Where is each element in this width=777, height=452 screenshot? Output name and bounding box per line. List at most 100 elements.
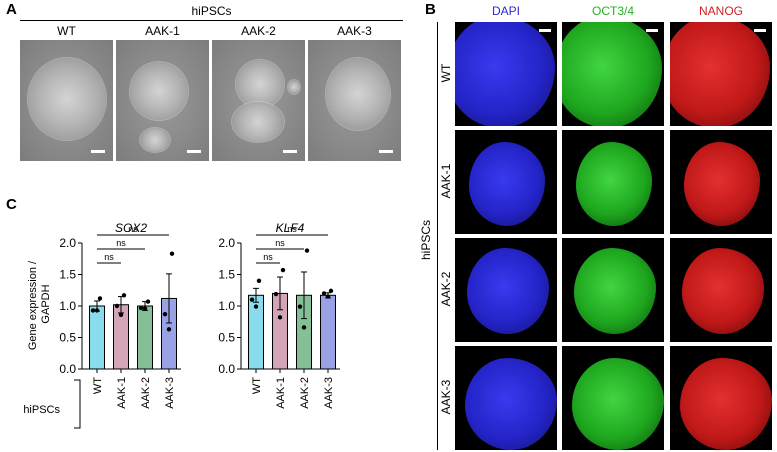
data-point: [114, 303, 120, 309]
if-image-wt-dapi: [455, 22, 557, 126]
data-point: [162, 311, 168, 317]
panel-b-group-label: hiPSCs: [419, 220, 433, 261]
if-image-aak3-oct34: [562, 346, 664, 450]
y-tick-label: 0.5: [59, 331, 76, 345]
x-tick-label: AAK-2: [299, 377, 311, 409]
data-point: [301, 325, 307, 330]
y-axis-label-line1: Gene expression /: [27, 260, 39, 350]
column-label-nanog: NANOG: [698, 4, 743, 18]
column-label-oct34: OCT3/4: [591, 4, 634, 18]
scale-bar: [539, 29, 551, 32]
data-point: [121, 293, 127, 298]
significance-label: ns: [275, 238, 285, 248]
significance-label: ns: [128, 224, 138, 234]
x-tick-label: AAK-2: [140, 377, 152, 409]
if-image-aak3-nanog: [670, 346, 772, 450]
data-point: [256, 278, 262, 283]
scale-bar: [91, 150, 105, 153]
scale-bar: [379, 150, 393, 153]
if-image-aak1-nanog: [670, 130, 772, 234]
data-point: [145, 299, 151, 304]
row-label-aak2: AAK-2: [439, 271, 453, 307]
y-tick-label: 2.0: [59, 236, 76, 250]
brightfield-image-wt: [20, 40, 113, 161]
data-point: [138, 305, 144, 311]
y-tick-label: 2.0: [218, 236, 235, 250]
x-group-bracket: [74, 379, 81, 429]
panel-a-header-line: [20, 20, 403, 21]
brightfield-image-aak1: [116, 40, 209, 161]
brightfield-image-aak3: [308, 40, 401, 161]
y-tick-label: 1.5: [218, 268, 235, 282]
brightfield-image-aak2: [212, 40, 305, 161]
y-tick-label: 1.0: [59, 299, 76, 313]
data-point: [273, 291, 279, 297]
chart-title: KLF4: [276, 221, 305, 235]
data-point: [166, 327, 172, 332]
panel-a-letter: A: [6, 1, 17, 18]
data-point: [325, 294, 331, 299]
x-tick-label: AAK-3: [164, 377, 176, 409]
y-tick-label: 0.0: [218, 362, 235, 376]
row-label-aak1: AAK-1: [439, 163, 453, 199]
x-tick-label: AAK-1: [116, 377, 128, 409]
column-label-dapi: DAPI: [491, 4, 520, 18]
data-point: [90, 308, 96, 313]
row-label-aak3: AAK-3: [439, 379, 453, 415]
if-image-aak2-nanog: [670, 238, 772, 342]
row-label-wt: WT: [439, 63, 453, 83]
data-point: [328, 288, 334, 294]
bar-wt: [89, 305, 105, 370]
scale-bar: [754, 29, 766, 32]
data-point: [280, 267, 286, 273]
y-tick-label: 1.5: [59, 268, 76, 282]
data-point: [97, 296, 103, 301]
y-tick-label: 1.0: [218, 299, 235, 313]
panel-b-group-line: [437, 22, 438, 450]
x-tick-label: WT: [251, 377, 263, 394]
if-image-aak2-oct34: [562, 238, 664, 342]
panel-b-letter: B: [425, 1, 436, 18]
data-point: [142, 306, 148, 311]
x-tick-label: AAK-1: [275, 377, 287, 409]
if-image-aak1-oct34: [562, 130, 664, 234]
panel-a-header: hiPSCs: [191, 4, 232, 18]
data-point: [253, 304, 259, 309]
significance-label: ns: [287, 224, 297, 234]
y-axis-label-line2: GAPDH: [40, 284, 52, 323]
data-point: [249, 297, 255, 302]
bar-aak-2: [137, 305, 153, 370]
x-group-label: hiPSCs: [23, 404, 60, 416]
if-image-aak2-dapi: [455, 238, 557, 342]
scale-bar: [187, 150, 201, 153]
scale-bar: [283, 150, 297, 153]
bf-label-aak2: AAK-2: [241, 24, 276, 38]
if-image-aak3-dapi: [455, 346, 557, 450]
data-point: [277, 315, 283, 320]
x-tick-label: AAK-3: [323, 377, 335, 409]
significance-label: ns: [263, 252, 273, 262]
y-tick-label: 0.0: [59, 362, 76, 376]
data-point: [304, 248, 310, 253]
bf-label-aak1: AAK-1: [145, 24, 180, 38]
significance-label: ns: [116, 238, 126, 248]
data-point: [169, 251, 175, 256]
bf-label-wt: WT: [57, 24, 76, 38]
if-image-wt-oct34: [562, 22, 664, 126]
if-image-aak1-dapi: [455, 130, 557, 234]
chart-title: SOX2: [115, 221, 147, 235]
bf-label-aak3: AAK-3: [337, 24, 372, 38]
panel-c-letter: C: [6, 196, 17, 213]
significance-label: ns: [104, 252, 114, 262]
data-point: [297, 304, 303, 309]
data-point: [321, 291, 327, 296]
data-point: [118, 312, 124, 318]
scale-bar: [646, 29, 658, 32]
x-tick-label: WT: [92, 377, 104, 394]
y-tick-label: 0.5: [218, 331, 235, 345]
y-axis-label: Gene expression / GAPDH: [27, 258, 52, 350]
if-image-wt-nanog: [670, 22, 772, 126]
bar-aak-3: [320, 294, 336, 370]
data-point: [94, 308, 100, 313]
